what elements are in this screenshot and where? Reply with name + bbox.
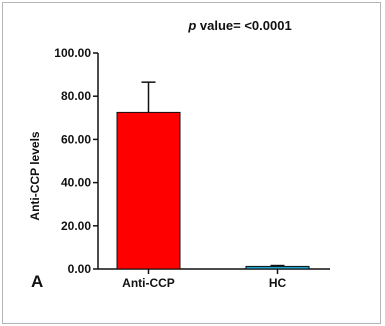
y-tick-label: 80.00	[61, 89, 91, 103]
y-tick-label: 60.00	[61, 132, 91, 146]
chart-title: p value= <0.0001	[187, 18, 291, 33]
bar-anti-ccp	[116, 111, 181, 270]
chart-frame	[2, 2, 381, 324]
plot-area: 0.00 20.00 40.00 60.00 80.00 100.00 Anti-CCP HC	[54, 46, 330, 290]
p-letter: p	[187, 18, 196, 33]
bar-hc	[245, 265, 310, 270]
y-tick-label: 100.00	[54, 46, 91, 60]
p-value-text: value= <0.0001	[196, 18, 291, 33]
x-category-label: HC	[269, 276, 287, 290]
y-tick-label: 40.00	[61, 176, 91, 190]
y-axis-label: Anti-CCP levels	[28, 131, 42, 220]
y-tick-label: 0.00	[68, 262, 92, 276]
x-category-label: Anti-CCP	[122, 276, 175, 290]
panel-label: A	[31, 272, 43, 291]
y-tick-label: 20.00	[61, 219, 91, 233]
